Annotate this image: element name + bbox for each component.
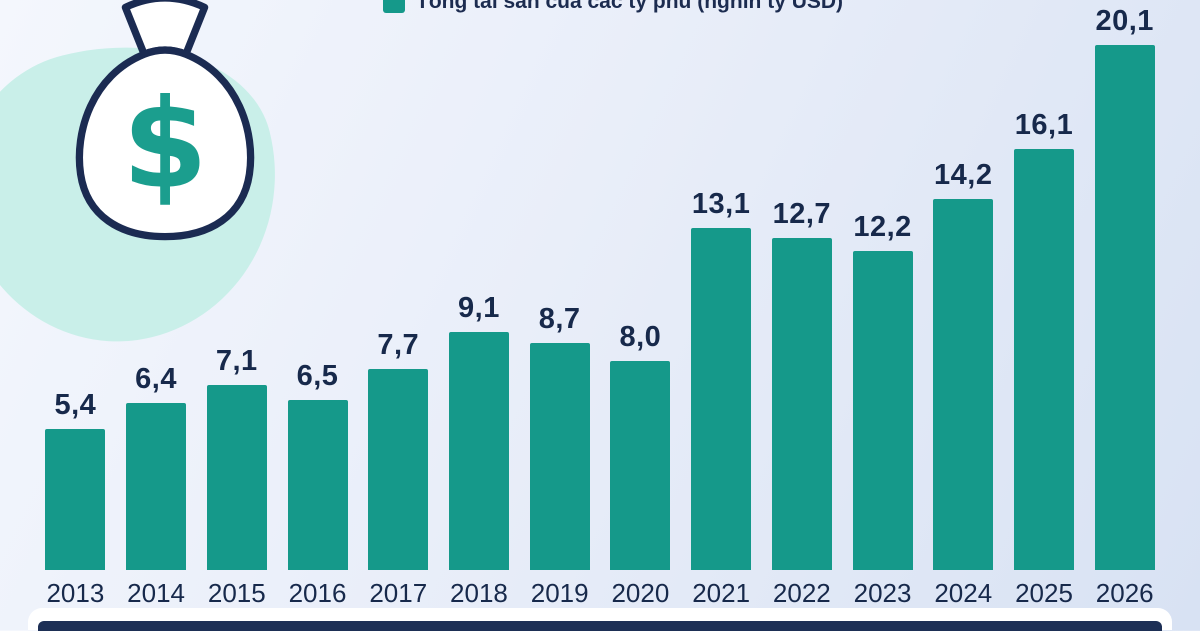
bar-column: 14,2 2024 [923, 0, 1004, 608]
x-axis-label: 2025 [1015, 578, 1073, 608]
bar [206, 385, 267, 570]
money-bag-icon: $ [66, 0, 264, 250]
x-axis-label: 2017 [369, 578, 428, 608]
bar-column: 12,2 2023 [842, 0, 923, 608]
bar [1013, 149, 1074, 570]
bar-column: 16,1 2025 [1004, 0, 1085, 608]
x-axis-label: 2021 [692, 578, 751, 608]
bar-value-label: 8,0 [619, 321, 662, 354]
bar-value-label: 9,1 [458, 292, 500, 325]
x-axis-label: 2015 [207, 578, 266, 608]
bar-column: 12,7 2022 [761, 0, 842, 608]
x-axis-label: 2022 [772, 578, 831, 608]
legend-label: Tổng tài sản của các tỷ phú (nghìn tỷ US… [416, 0, 844, 13]
bar-column: 20,1 2026 [1084, 0, 1165, 608]
bar [287, 400, 348, 570]
bar-value-label: 6,4 [135, 363, 177, 396]
bar-value-label: 6,5 [296, 360, 339, 393]
bar-column: 9,1 2018 [439, 0, 520, 608]
x-axis-label: 2019 [530, 578, 589, 608]
bar-value-label: 16,1 [1014, 109, 1074, 142]
svg-text:$: $ [122, 73, 208, 216]
bar-value-label: 12,2 [853, 211, 912, 244]
x-axis-label: 2014 [127, 578, 185, 608]
footer-accent-bar [38, 621, 1162, 631]
x-axis-label: 2016 [288, 578, 347, 608]
bar-column: 13,1 2021 [681, 0, 762, 608]
bar [771, 238, 832, 570]
bar [610, 361, 671, 570]
bar [126, 403, 187, 570]
bar-value-label: 5,4 [54, 389, 97, 422]
x-axis-label: 2023 [853, 578, 912, 608]
footer-panel [28, 608, 1172, 631]
bar-value-label: 7,1 [215, 345, 258, 378]
x-axis-label: 2026 [1095, 578, 1154, 608]
bar-value-label: 13,1 [691, 188, 751, 221]
bar-column: 8,0 2020 [600, 0, 681, 608]
bar [45, 429, 106, 570]
x-axis-label: 2024 [934, 578, 993, 608]
bar-column: 7,7 2017 [358, 0, 439, 608]
x-axis-label: 2020 [611, 578, 670, 608]
bar [529, 343, 590, 570]
bar-value-label: 8,7 [538, 303, 581, 336]
bar-value-label: 20,1 [1095, 5, 1154, 38]
bar-column: 8,7 2019 [519, 0, 600, 608]
x-axis-label: 2013 [46, 578, 105, 608]
bar [368, 369, 429, 570]
legend-swatch [383, 0, 405, 13]
bar-value-label: 7,7 [377, 329, 420, 362]
bar [933, 199, 994, 570]
bar-value-label: 14,2 [934, 159, 993, 192]
bar [1094, 45, 1155, 570]
bar-chart: 5,4 2013 6,4 2014 7,1 2015 6,5 2016 7,7 2017 9,1 20… [35, 0, 1165, 608]
x-axis-label: 2018 [450, 578, 508, 608]
bar-value-label: 12,7 [772, 198, 832, 231]
bar [691, 228, 752, 570]
bar [852, 251, 913, 570]
bar-column: 7,1 2015 [196, 0, 277, 608]
bar-column: 6,5 2016 [277, 0, 358, 608]
bar-column: 6,4 2014 [116, 0, 197, 608]
bar [448, 332, 509, 570]
bar-column: 5,4 2013 [35, 0, 116, 608]
chart-legend: Tổng tài sản của các tỷ phú (nghìn tỷ US… [383, 0, 843, 14]
